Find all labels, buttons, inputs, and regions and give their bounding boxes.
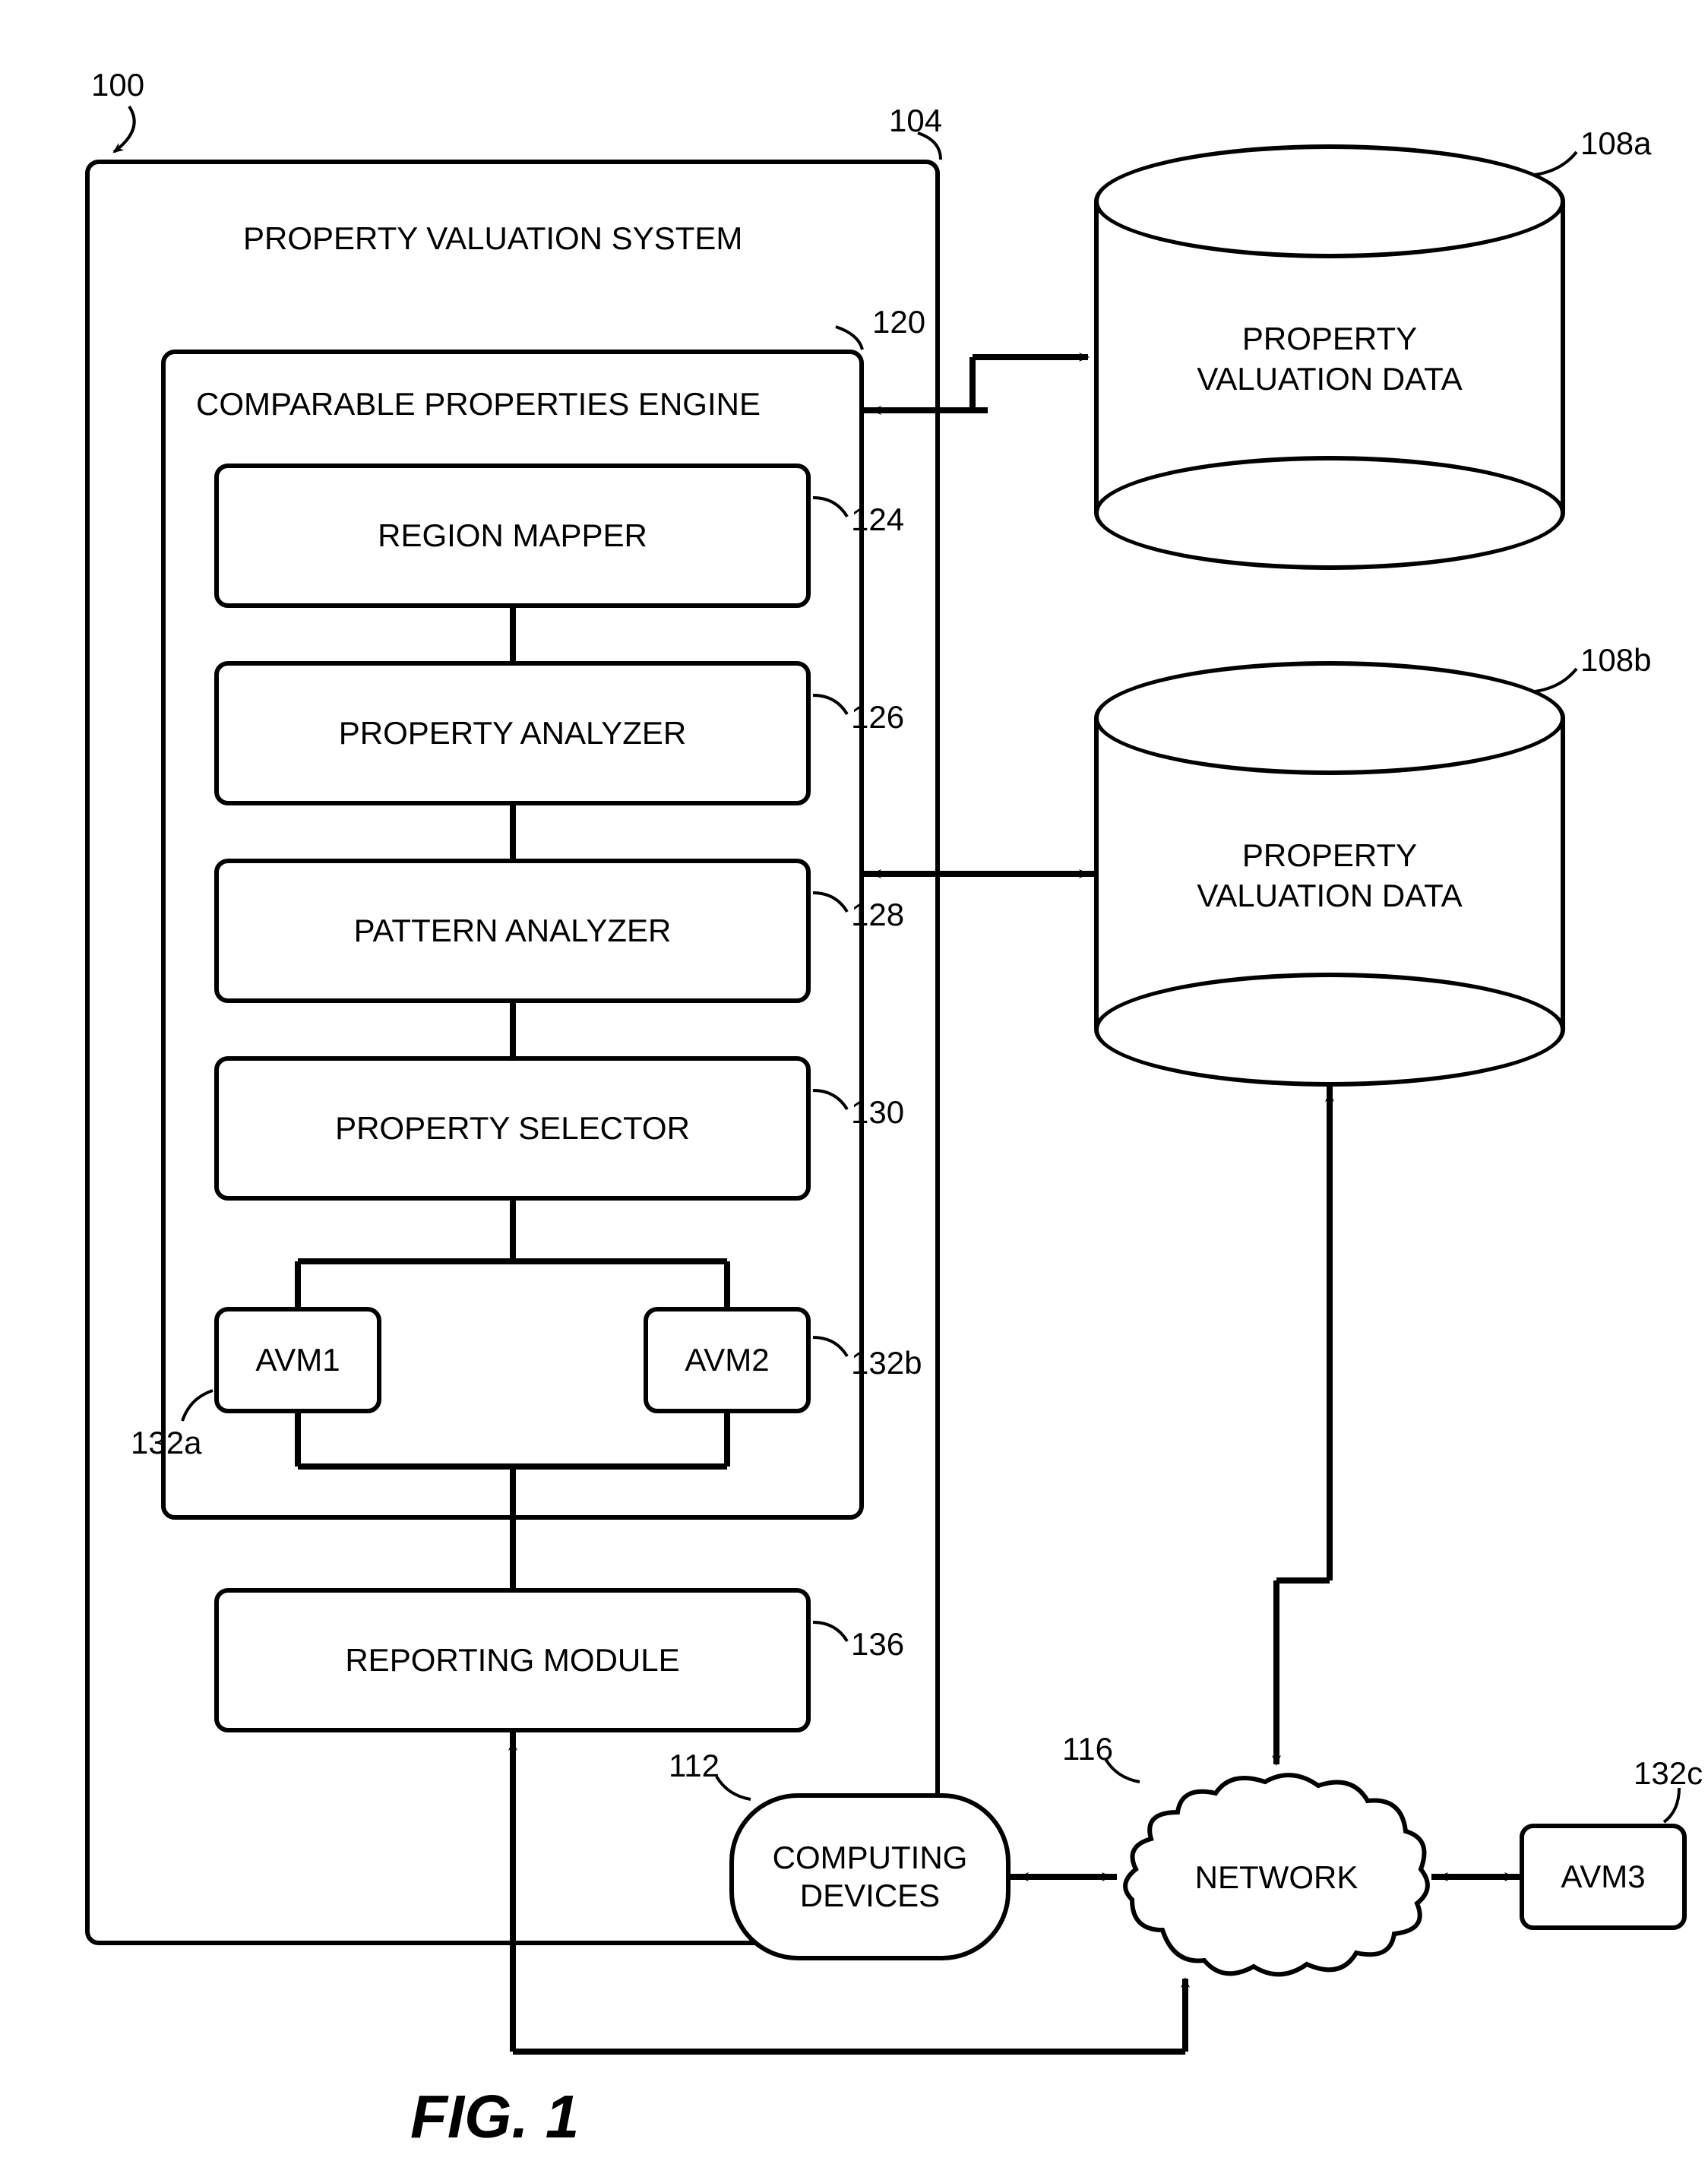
- region-mapper-label: REGION MAPPER: [378, 516, 647, 556]
- ref-108a: 108a: [1580, 125, 1651, 162]
- db1-line2: VALUATION DATA: [1094, 359, 1565, 400]
- network-cloud: NETWORK: [1117, 1763, 1436, 1991]
- computing-l2: DEVICES: [773, 1877, 968, 1915]
- ref-104: 104: [889, 103, 942, 139]
- avm3-label: AVM3: [1561, 1859, 1645, 1895]
- avm2-box: AVM2: [644, 1307, 811, 1413]
- pvs-title: PROPERTY VALUATION SYSTEM: [243, 220, 742, 257]
- ref-112: 112: [669, 1748, 720, 1784]
- ref-116: 116: [1062, 1731, 1113, 1767]
- ref-120: 120: [872, 304, 925, 340]
- db2-line2: VALUATION DATA: [1094, 876, 1565, 916]
- ref-108b: 108b: [1580, 642, 1651, 679]
- computing-devices: COMPUTING DEVICES: [729, 1793, 1011, 1960]
- reporting-label: REPORTING MODULE: [345, 1642, 679, 1679]
- figure-title: FIG. 1: [410, 2082, 579, 2152]
- avm1-label: AVM1: [255, 1342, 340, 1378]
- avm3-box: AVM3: [1520, 1824, 1687, 1930]
- computing-l1: COMPUTING: [773, 1839, 968, 1877]
- property-selector-label: PROPERTY SELECTOR: [335, 1109, 690, 1149]
- ref-132b: 132b: [851, 1345, 922, 1381]
- avm1-box: AVM1: [214, 1307, 381, 1413]
- ref-126: 126: [851, 699, 904, 736]
- db1: PROPERTY VALUATION DATA: [1094, 144, 1565, 570]
- ref-130: 130: [851, 1094, 904, 1131]
- reporting-box: REPORTING MODULE: [214, 1588, 811, 1732]
- ref-128: 128: [851, 897, 904, 933]
- property-selector-box: PROPERTY SELECTOR: [214, 1056, 811, 1201]
- ref-132c: 132c: [1634, 1755, 1703, 1792]
- engine-title: COMPARABLE PROPERTIES ENGINE: [196, 386, 761, 422]
- property-analyzer-label: PROPERTY ANALYZER: [339, 713, 687, 754]
- db2: PROPERTY VALUATION DATA: [1094, 661, 1565, 1087]
- ref-136: 136: [851, 1626, 904, 1663]
- ref-100: 100: [91, 67, 144, 103]
- avm2-label: AVM2: [685, 1342, 769, 1378]
- ref-124: 124: [851, 501, 904, 538]
- pattern-analyzer-box: PATTERN ANALYZER: [214, 859, 811, 1003]
- ref-132a: 132a: [131, 1425, 201, 1461]
- property-analyzer-box: PROPERTY ANALYZER: [214, 661, 811, 805]
- db2-line1: PROPERTY: [1094, 836, 1565, 876]
- region-mapper-box: REGION MAPPER: [214, 464, 811, 608]
- pattern-analyzer-label: PATTERN ANALYZER: [354, 911, 672, 951]
- diagram-canvas: PROPERTY VALUATION SYSTEM COMPARABLE PRO…: [0, 0, 1708, 2180]
- db1-line1: PROPERTY: [1094, 319, 1565, 359]
- network-label: NETWORK: [1117, 1858, 1436, 1898]
